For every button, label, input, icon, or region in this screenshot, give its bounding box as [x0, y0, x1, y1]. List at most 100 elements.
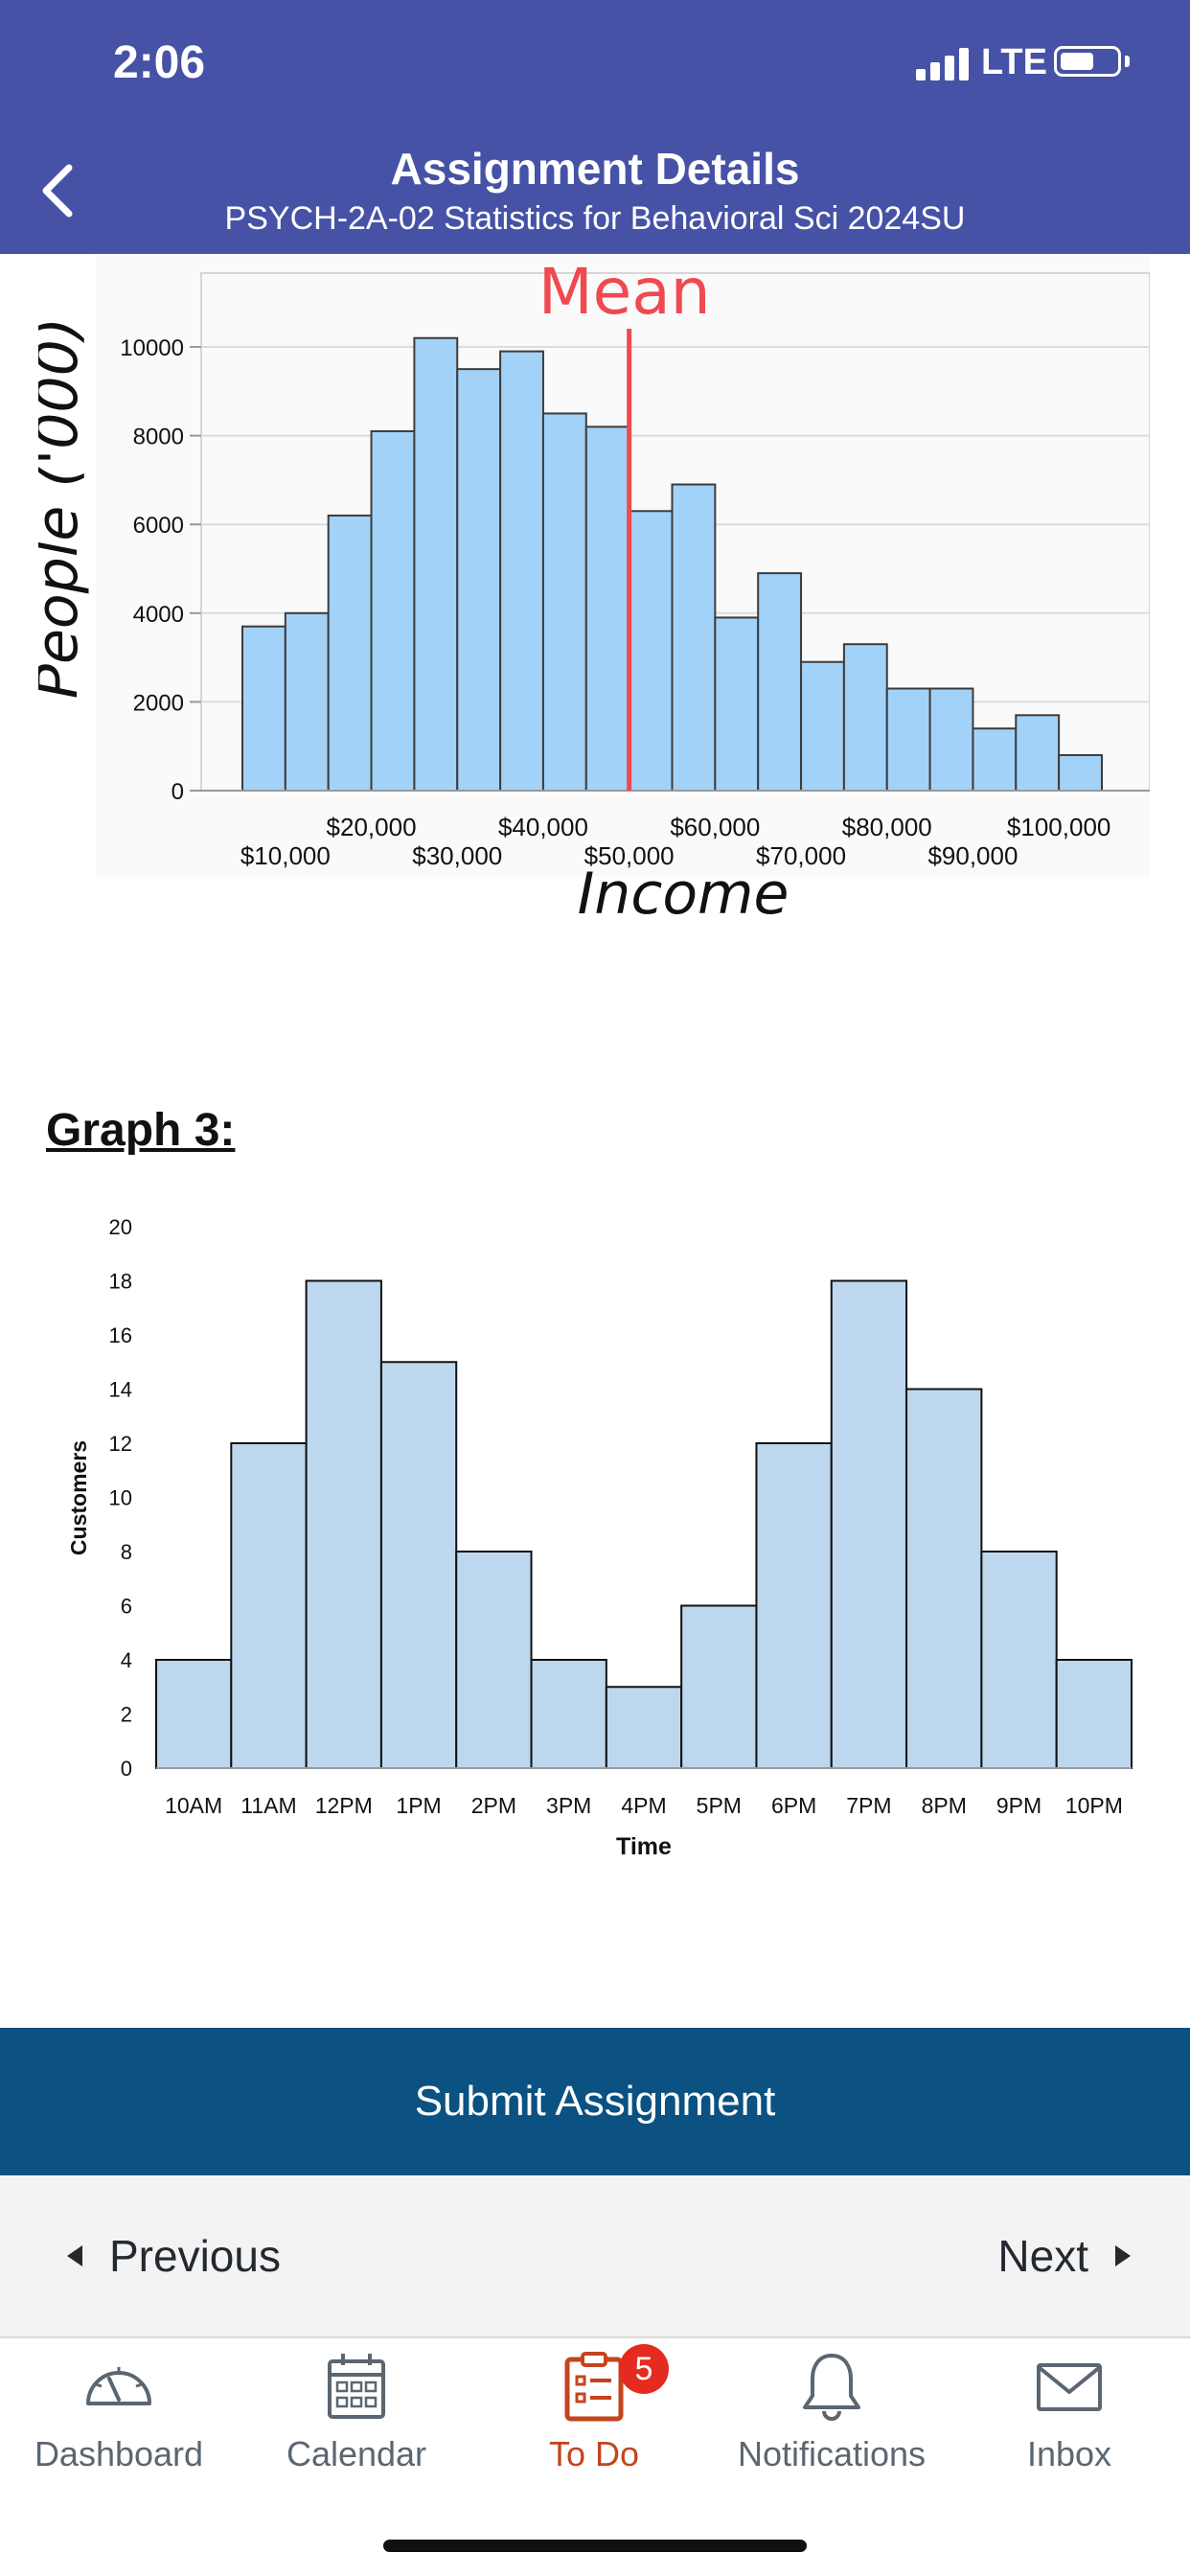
chart2-bar [230, 1442, 308, 1769]
chart2-x-tick-label: 9PM [996, 1793, 1041, 1818]
previous-button[interactable]: Previous [67, 2175, 281, 2336]
chart2-y-tick-label: 10 [109, 1486, 132, 1510]
course-subtitle: PSYCH-2A-02 Statistics for Behavioral Sc… [224, 200, 966, 237]
mean-label: Mean [538, 255, 711, 329]
chart2-y-tick-label: 4 [121, 1648, 132, 1672]
chart2-y-tick-label: 20 [109, 1215, 132, 1239]
chart2-x-tick-label: 10AM [165, 1793, 222, 1818]
chart1-y-tick-label: 6000 [133, 513, 184, 539]
home-indicator [383, 2540, 807, 2552]
chart2-x-tick-label: 8PM [922, 1793, 967, 1818]
chart2-y-label: Customers [66, 1440, 91, 1555]
chart1-bar [972, 727, 1018, 792]
chart1-y-tick-label: 2000 [133, 690, 184, 716]
todo-badge: 5 [619, 2344, 669, 2394]
chart1-bar [370, 429, 416, 792]
chart1-x-tick-label: $100,000 [1007, 813, 1110, 841]
tab-calendar[interactable]: Calendar [238, 2338, 475, 2520]
chart1-y-tick-label: 0 [172, 779, 184, 805]
chart1-bar [413, 336, 459, 793]
chart1-y-tick-label: 10000 [120, 335, 184, 361]
page-title: Assignment Details [390, 144, 800, 194]
nav-header: Assignment Details PSYCH-2A-02 Statistic… [0, 129, 1190, 254]
calendar-icon [328, 2354, 385, 2419]
next-label: Next [997, 2231, 1088, 2281]
chart2-bar [830, 1279, 908, 1769]
chart1-x-label: Income [578, 861, 790, 928]
back-button[interactable] [19, 152, 96, 229]
battery-icon [1054, 46, 1121, 77]
tab-dashboard[interactable]: Dashboard [0, 2338, 238, 2520]
submit-assignment-button[interactable]: Submit Assignment [0, 2028, 1190, 2175]
chart1-bar [885, 687, 931, 793]
tab-calendar-label: Calendar [286, 2434, 427, 2473]
tab-inbox-label: Inbox [1026, 2434, 1112, 2473]
chart2-x-label: Time [616, 1833, 672, 1860]
chart1-bar [800, 660, 845, 793]
status-time: 2:06 [113, 37, 206, 88]
chart2-x-tick-label: 11AM [240, 1793, 296, 1818]
battery-cap [1125, 56, 1130, 67]
chart1-bar [1058, 753, 1104, 793]
chevron-left-icon [42, 164, 73, 218]
chart1-bar [541, 412, 587, 792]
tab-todo-label: To Do [548, 2434, 640, 2473]
chart2-x-tick-label: 1PM [396, 1793, 441, 1818]
chart2-bar [1055, 1659, 1133, 1769]
income-histogram: 0 2000 4000 6000 8000 10000 $20,000 $40,000 $60… [38, 254, 1150, 928]
chart2-bar [305, 1279, 382, 1769]
dashboard-icon [86, 2367, 151, 2405]
chart2-x-tick-label: 5PM [697, 1793, 742, 1818]
chart1-x-tick-label: $10,000 [240, 841, 331, 870]
status-bar: 2:06 LTE [0, 0, 1190, 129]
caret-left-icon [67, 2245, 82, 2266]
chart2-x-tick-label: 10PM [1065, 1793, 1123, 1818]
chart2-bar [680, 1604, 758, 1769]
chart2-x-tick-label: 7PM [846, 1793, 891, 1818]
chart2-x-tick-label: 3PM [546, 1793, 591, 1818]
tab-dashboard-label: Dashboard [34, 2434, 204, 2473]
caret-right-icon [1115, 2245, 1131, 2266]
chart1-bar [1015, 714, 1061, 793]
chart2-y-tick-label: 2 [121, 1703, 132, 1727]
chart1-x-tick-label: $50,000 [584, 841, 675, 870]
previous-label: Previous [109, 2231, 281, 2281]
chart2-y-tick-label: 16 [109, 1323, 132, 1347]
tab-notifications[interactable]: Notifications [713, 2338, 950, 2520]
chart1-y-tick-label: 4000 [133, 602, 184, 628]
chart2-y-tick-label: 0 [121, 1757, 132, 1781]
chart1-x-tick-label: $30,000 [412, 841, 502, 870]
bell-icon [803, 2354, 860, 2421]
tab-bar: Dashboard Calendar 5 To Do [0, 2338, 1190, 2576]
tab-notifications-label: Notifications [737, 2434, 927, 2473]
chart2-x-tick-label: 2PM [471, 1793, 516, 1818]
chart1-bar [327, 514, 373, 792]
chart2-bar [755, 1442, 833, 1769]
chart1-x-tick-label: $60,000 [670, 813, 760, 841]
tab-inbox[interactable]: Inbox [950, 2338, 1188, 2520]
chart2-bar [455, 1551, 533, 1769]
envelope-icon [1037, 2363, 1102, 2411]
chart1-bar [284, 611, 330, 792]
chart1-x-tick-label: $90,000 [927, 841, 1018, 870]
chart1-x-tick-label: $70,000 [756, 841, 846, 870]
tab-todo[interactable]: 5 To Do [475, 2338, 713, 2520]
next-button[interactable]: Next [997, 2175, 1131, 2336]
chart1-x-tick-label: $40,000 [498, 813, 588, 841]
pager: Previous Next [0, 2175, 1190, 2338]
chart1-y-label: People ('000) [38, 317, 91, 699]
chart2-bar [530, 1659, 607, 1769]
customers-histogram: 0 2 4 6 8 10 12 14 16 18 20 10AM 11AM 12PM 1PM 2PM 3PM 4… [66, 1215, 1133, 1860]
chart1-bar [628, 510, 674, 792]
chart2-bar [980, 1551, 1058, 1769]
chart2-y-tick-label: 14 [109, 1378, 132, 1402]
chart1-bar [842, 643, 888, 792]
chart1-bar [584, 426, 630, 792]
graph-3-heading: Graph 3: [46, 1105, 236, 1156]
chart2-y-tick-label: 18 [109, 1270, 132, 1294]
chart1-y-tick-label: 8000 [133, 425, 184, 450]
chart2-x-tick-label: 12PM [315, 1793, 373, 1818]
chart1-bar [456, 368, 502, 793]
chart1-bar [671, 483, 717, 792]
network-label: LTE [981, 42, 1047, 82]
